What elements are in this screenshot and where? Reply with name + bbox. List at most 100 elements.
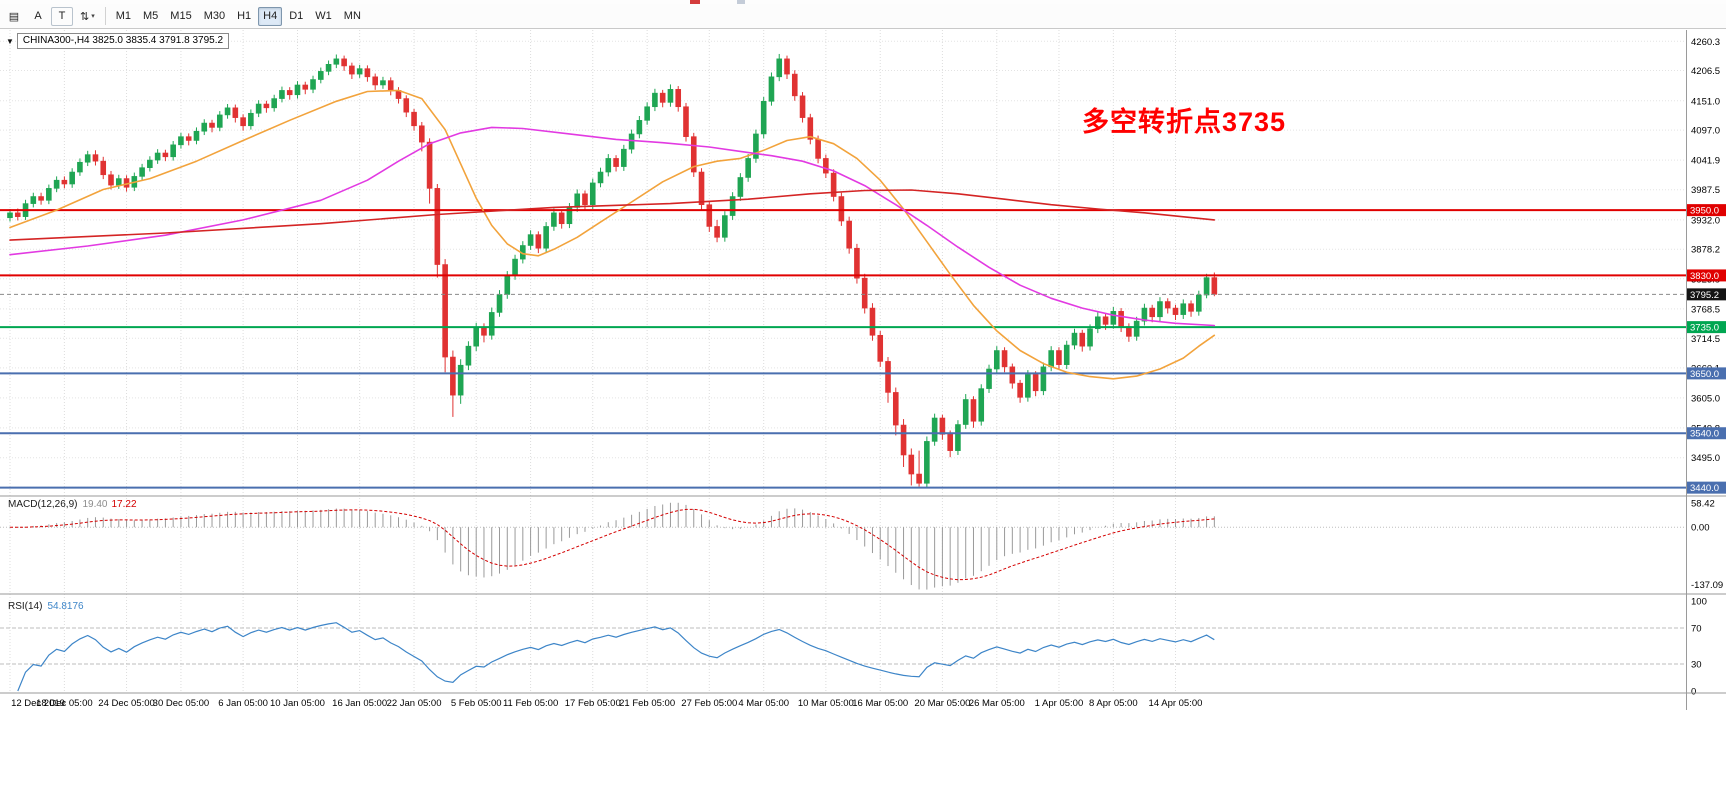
price-scale-label: 3605.0 bbox=[1691, 393, 1720, 404]
rsi-layer: 100 70 30 0 bbox=[0, 597, 1707, 698]
price-scale-label: 3714.5 bbox=[1691, 334, 1720, 345]
ma-layer bbox=[9, 89, 1216, 380]
time-axis-label: 5 Feb 05:00 bbox=[451, 698, 502, 709]
time-axis-label: 26 Mar 05:00 bbox=[969, 698, 1025, 709]
price-scale-label: 4041.9 bbox=[1691, 156, 1720, 167]
macd-layer: 58.42 0.00 -137.09 bbox=[0, 498, 1723, 591]
price-badge-text: 3830.0 bbox=[1690, 271, 1719, 282]
time-axis-label: 10 Jan 05:00 bbox=[270, 698, 325, 709]
price-badge-3440.0 bbox=[1687, 481, 1726, 494]
macd-indicator-label: MACD(12,26,9) 19.40 17.22 bbox=[8, 499, 137, 510]
price-badge-text: 3440.0 bbox=[1690, 483, 1719, 494]
chart-canvas[interactable]: 58.42 0.00 -137.09 100 70 30 0 4260.3 4206.5 4151… bbox=[0, 30, 1726, 792]
time-axis-label: 1 Apr 05:00 bbox=[1035, 698, 1084, 709]
rsi-indicator-label: RSI(14) 54.8176 bbox=[8, 601, 84, 612]
rsi-axis-label: 30 bbox=[1691, 660, 1702, 671]
pointer-button[interactable]: A bbox=[27, 7, 49, 26]
timeframe-button-w1[interactable]: W1 bbox=[310, 7, 337, 26]
time-axis-label: 30 Dec 05:00 bbox=[153, 698, 210, 709]
price-scale-label: 3768.5 bbox=[1691, 304, 1720, 315]
chart-annotation-text[interactable]: 多空转折点3735 bbox=[1082, 107, 1287, 137]
timeframe-button-m1[interactable]: M1 bbox=[111, 7, 136, 26]
time-axis-label: 12 Dec 2019 bbox=[11, 698, 65, 709]
price-scale-label: 3932.0 bbox=[1691, 215, 1720, 226]
price-scale-label: 4151.0 bbox=[1691, 96, 1720, 107]
time-axis-label: 4 Mar 05:00 bbox=[738, 698, 789, 709]
symbol-ohlc-text: CHINA300-,H4 3825.0 3835.4 3791.8 3795.2 bbox=[16, 33, 230, 49]
rsi-name: RSI(14) bbox=[8, 601, 43, 612]
rsi-axis-label: 100 bbox=[1691, 597, 1707, 608]
macd-axis-label: 58.42 bbox=[1691, 498, 1715, 509]
price-badge-3795.2 bbox=[1687, 288, 1726, 301]
scale-mode-button[interactable]: ⇅ ▾ bbox=[75, 7, 100, 26]
timeframe-group: M1 M5 M15 M30 H1 H4 D1 W1 MN bbox=[111, 6, 366, 26]
time-axis-label: 20 Mar 05:00 bbox=[914, 698, 970, 709]
price-badge-text: 3795.2 bbox=[1690, 290, 1719, 301]
hlines-layer bbox=[0, 209, 1686, 489]
rsi-axis-label: 70 bbox=[1691, 624, 1702, 635]
price-badge-3830.0 bbox=[1687, 269, 1726, 282]
price-badge-text: 3540.0 bbox=[1690, 429, 1719, 440]
indicator-list-button[interactable]: ▤ bbox=[3, 7, 25, 26]
ma-slow-red bbox=[9, 189, 1216, 241]
timeframe-button-d1[interactable]: D1 bbox=[284, 7, 308, 26]
clipped-gray-icon bbox=[737, 0, 745, 4]
timeframe-button-m30[interactable]: M30 bbox=[199, 7, 230, 26]
time-axis-label: 17 Feb 05:00 bbox=[565, 698, 621, 709]
price-scale-label: 4206.5 bbox=[1691, 66, 1720, 77]
toolbar-left-group: ▤ A T ⇅ ▾ bbox=[3, 6, 100, 26]
time-axis-label: 24 Dec 05:00 bbox=[98, 698, 155, 709]
timeframe-button-h1[interactable]: H1 bbox=[232, 7, 256, 26]
price-scale-label: 4260.3 bbox=[1691, 37, 1720, 48]
price-badge-3650.0 bbox=[1687, 367, 1726, 380]
time-axis-label: 16 Jan 05:00 bbox=[332, 698, 387, 709]
macd-axis-label: -137.09 bbox=[1691, 580, 1723, 591]
rsi-value: 54.8176 bbox=[47, 601, 84, 612]
timeframe-button-h4[interactable]: H4 bbox=[258, 6, 283, 26]
chart-symbol-label: ▼ CHINA300-,H4 3825.0 3835.4 3791.8 3795… bbox=[6, 33, 230, 49]
time-axis-label: 8 Apr 05:00 bbox=[1089, 698, 1138, 709]
macd-name: MACD(12,26,9) bbox=[8, 499, 78, 510]
time-axis-label: 11 Feb 05:00 bbox=[503, 698, 558, 709]
clipped-red-icon bbox=[690, 0, 700, 4]
object-marker-icon: ▼ bbox=[6, 36, 14, 46]
timeframe-button-mn[interactable]: MN bbox=[339, 7, 366, 26]
price-scale-label: 3495.0 bbox=[1691, 453, 1720, 464]
price-badge-3540.0 bbox=[1687, 427, 1726, 440]
price-badge-text: 3735.0 bbox=[1690, 323, 1719, 334]
chart-toolbar: ▤ A T ⇅ ▾ M1 M5 M15 M30 H1 H4 D1 W1 MN bbox=[0, 4, 1726, 29]
macd-main-value: 19.40 bbox=[82, 499, 108, 510]
timeframe-button-m5[interactable]: M5 bbox=[138, 7, 163, 26]
time-axis-label: 6 Jan 05:00 bbox=[218, 698, 268, 709]
time-axis-label: 27 Feb 05:00 bbox=[681, 698, 737, 709]
macd-signal-value: 17.22 bbox=[111, 499, 137, 510]
toolbar-separator bbox=[104, 7, 106, 25]
time-axis-label: 14 Apr 05:00 bbox=[1149, 698, 1203, 709]
rsi-axis-label: 0 bbox=[1691, 687, 1696, 698]
clipped-toolbar-row bbox=[0, 0, 1726, 4]
price-scale-label: 4097.0 bbox=[1691, 126, 1720, 137]
rsi-line bbox=[17, 622, 1215, 692]
price-badge-3950.0 bbox=[1687, 204, 1726, 217]
macd-signal-line bbox=[9, 508, 1215, 581]
price-badge-text: 3650.0 bbox=[1690, 369, 1719, 380]
price-badge-3735.0 bbox=[1687, 321, 1726, 334]
candles-layer bbox=[7, 53, 1218, 488]
axis-layer: 4260.3 4206.5 4151.0 4097.0 4041.9 3987.5 3932… bbox=[0, 30, 1726, 710]
time-axis-label: 10 Mar 05:00 bbox=[798, 698, 854, 709]
grid-layer bbox=[0, 30, 1686, 693]
time-axis-label: 18 Dec 05:00 bbox=[36, 698, 93, 709]
macd-axis-label: 0.00 bbox=[1691, 523, 1710, 534]
price-badge-text: 3950.0 bbox=[1690, 206, 1719, 217]
price-scale-label: 3987.5 bbox=[1691, 185, 1720, 196]
time-axis-label: 16 Mar 05:00 bbox=[852, 698, 908, 709]
time-axis-label: 22 Jan 05:00 bbox=[387, 698, 442, 709]
ma-mid-magenta bbox=[9, 126, 1216, 327]
timeframe-button-m15[interactable]: M15 bbox=[165, 7, 196, 26]
text-tool-button[interactable]: T bbox=[51, 6, 73, 26]
price-scale-label: 3878.2 bbox=[1691, 245, 1720, 256]
ma-fast-orange bbox=[9, 89, 1216, 380]
time-axis-label: 21 Feb 05:00 bbox=[619, 698, 675, 709]
